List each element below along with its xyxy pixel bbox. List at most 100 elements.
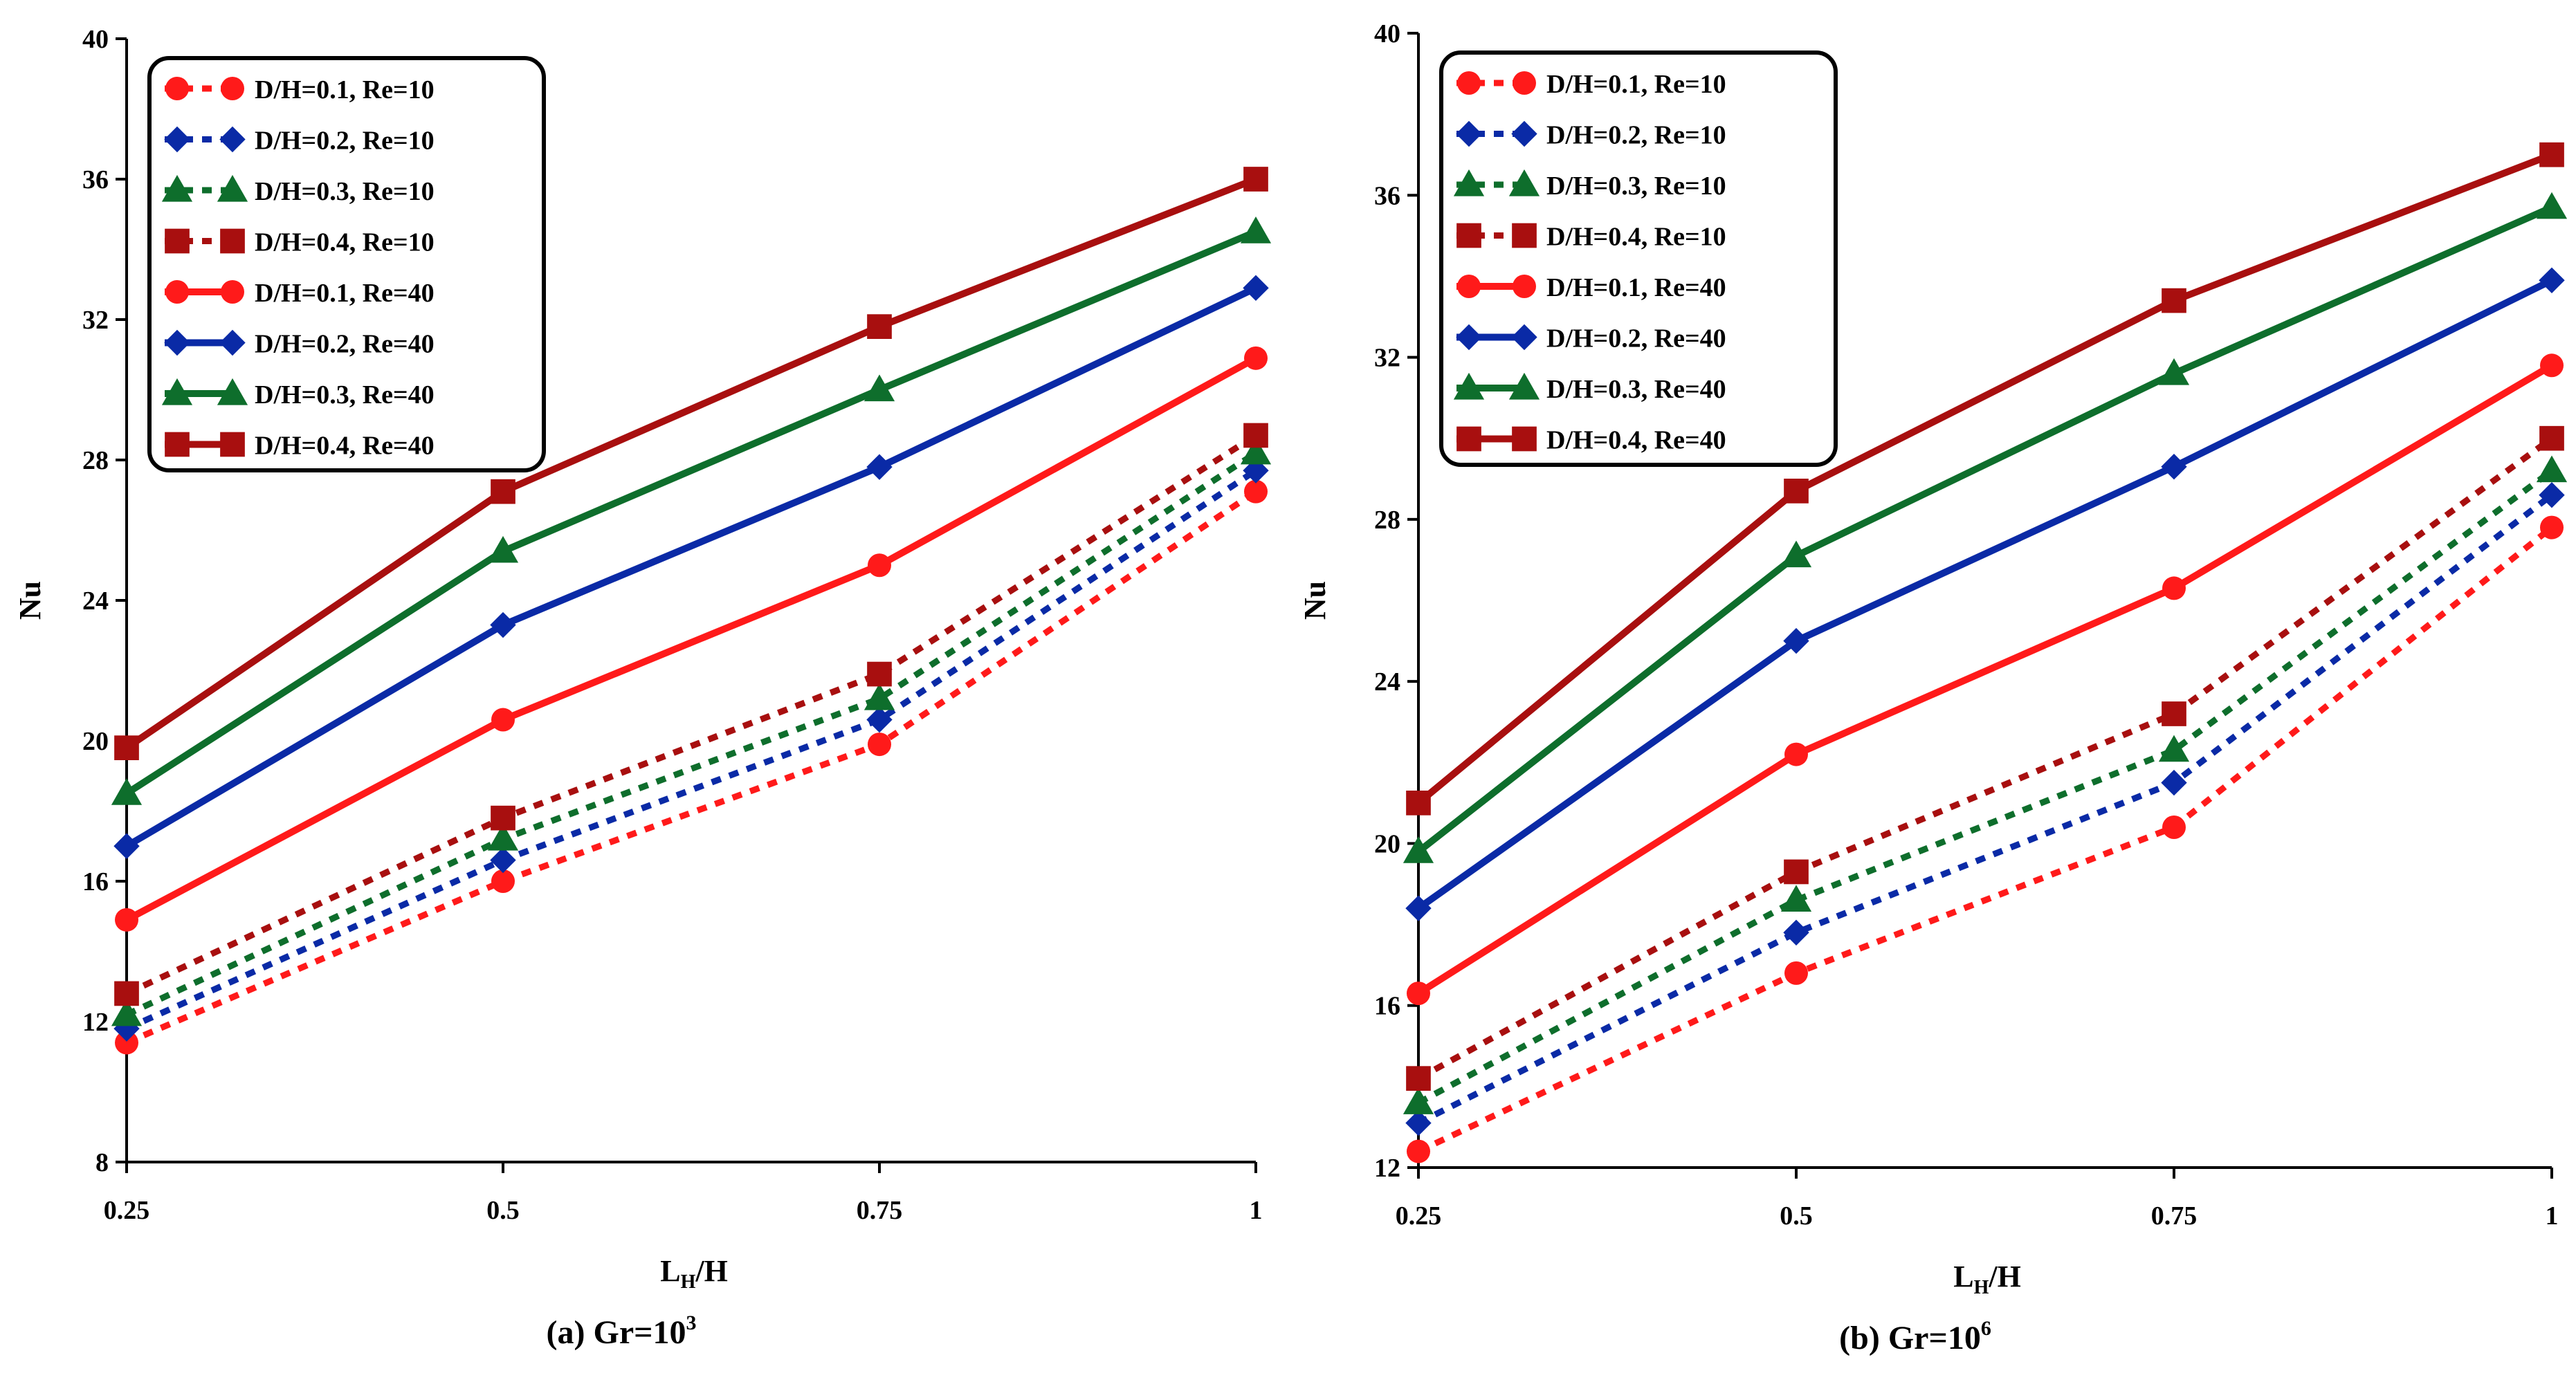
series-line — [1416, 436, 2554, 1082]
x-axis-label-subscript: H — [681, 1271, 696, 1293]
legend-entry: D/H=0.1, Re=40 — [1456, 273, 1726, 302]
series-7 — [111, 216, 1272, 805]
data-point-square — [491, 479, 515, 504]
legend-entry: D/H=0.1, Re=40 — [165, 279, 435, 308]
legend-marker-diamond — [1511, 120, 1537, 147]
legend-entry: D/H=0.4, Re=10 — [1456, 223, 1726, 252]
legend-label: D/H=0.2, Re=10 — [255, 127, 435, 156]
series-line — [125, 468, 1258, 1032]
series-line — [125, 228, 1257, 797]
x-tick-label: 1 — [2546, 1201, 2559, 1231]
data-point-square — [1406, 791, 1431, 815]
y-tick-label: 36 — [1374, 181, 1400, 210]
data-point-circle — [1784, 961, 1808, 985]
x-axis-label: LH/H — [1953, 1260, 2021, 1298]
legend-marker-square — [1512, 426, 1537, 452]
data-point-triangle — [2158, 358, 2190, 385]
y-tick-label: 16 — [1374, 992, 1400, 1021]
legend-marker-circle — [165, 77, 189, 100]
legend-marker-circle — [221, 77, 244, 100]
series-line — [1416, 277, 2554, 912]
series-line — [1416, 204, 2554, 855]
panel-title: (a) Gr=103 — [547, 1311, 697, 1351]
series-line — [1417, 525, 2554, 1154]
legend-marker-triangle — [1508, 169, 1540, 196]
x-tick-label: 0.25 — [1396, 1201, 1442, 1231]
legend-label: D/H=0.1, Re=40 — [1546, 273, 1726, 302]
data-point-diamond — [490, 847, 516, 874]
panel-title-main: (b) Gr=10 — [1839, 1320, 1981, 1356]
data-point-square — [1784, 479, 1809, 504]
x-tick-label: 0.5 — [1780, 1201, 1813, 1231]
panel-title-main: (a) Gr=10 — [547, 1314, 686, 1351]
data-point-diamond — [2539, 267, 2565, 293]
y-tick-label: 16 — [82, 867, 109, 896]
series-3 — [111, 437, 1272, 1026]
data-point-circle — [868, 553, 891, 578]
data-point-triangle — [111, 778, 143, 805]
y-axis-label: Nu — [13, 581, 47, 620]
legend-marker-diamond — [164, 329, 190, 356]
data-point-diamond — [1405, 895, 1432, 921]
legend-label: D/H=0.2, Re=10 — [1546, 121, 1726, 150]
series-5 — [1407, 353, 2564, 1006]
series-7 — [1403, 192, 2568, 863]
legend-entry: D/H=0.3, Re=40 — [161, 378, 435, 409]
y-tick-label: 20 — [1374, 829, 1400, 858]
legend-label: D/H=0.1, Re=10 — [1546, 70, 1726, 99]
legend-marker-circle — [1457, 275, 1481, 298]
data-point-circle — [115, 907, 138, 932]
x-axis-label-subscript: H — [1974, 1277, 1989, 1298]
y-tick-label: 8 — [95, 1148, 109, 1177]
x-axis-label-rest: /H — [1988, 1260, 2020, 1293]
legend-marker-diamond — [219, 329, 246, 356]
data-point-circle — [868, 732, 891, 757]
data-point-triangle — [1403, 836, 1434, 863]
legend-label: D/H=0.3, Re=40 — [1546, 375, 1726, 404]
series-line — [125, 450, 1258, 1017]
legend-marker-circle — [1513, 275, 1536, 298]
x-axis-label-main: L — [1953, 1260, 1973, 1293]
legend-entry: D/H=0.3, Re=40 — [1453, 372, 1726, 404]
data-point-square — [114, 981, 139, 1006]
legend-marker-square — [1512, 223, 1537, 248]
data-point-triangle — [1403, 1087, 1434, 1114]
series-1 — [1407, 515, 2564, 1163]
data-point-triangle — [1240, 437, 1272, 465]
legend-label: D/H=0.4, Re=10 — [1546, 223, 1726, 252]
legend-label: D/H=0.4, Re=40 — [1546, 426, 1726, 455]
legend-marker-circle — [221, 280, 244, 304]
data-point-diamond — [2539, 482, 2565, 508]
data-point-triangle — [1780, 540, 1812, 568]
legend-entry: D/H=0.1, Re=10 — [165, 75, 435, 104]
data-point-circle — [1244, 479, 1268, 504]
legend-marker-diamond — [1456, 324, 1482, 351]
series-2 — [1405, 482, 2565, 1136]
legend-marker-triangle — [161, 378, 193, 405]
y-tick-label: 24 — [1374, 667, 1400, 697]
data-point-triangle — [864, 683, 895, 710]
series-5 — [115, 346, 1268, 932]
legend-label: D/H=0.1, Re=10 — [255, 75, 435, 104]
data-point-circle — [2162, 815, 2186, 839]
series-4 — [114, 423, 1268, 1006]
x-axis-label-main: L — [660, 1254, 680, 1288]
legend: D/H=0.1, Re=10 D/H=0.2, Re=10 D/H=0.3, Re=… — [1439, 50, 1838, 467]
legend-label: D/H=0.1, Re=40 — [255, 279, 435, 308]
data-point-square — [1243, 423, 1268, 448]
data-point-diamond — [2161, 454, 2187, 480]
data-point-diamond — [866, 706, 893, 733]
data-point-circle — [491, 708, 515, 732]
legend-marker-square — [1456, 426, 1481, 452]
data-point-circle — [1407, 982, 1430, 1006]
series-line — [125, 432, 1258, 997]
y-tick-label: 40 — [82, 25, 109, 54]
series-line — [1416, 468, 2554, 1106]
legend-entry: D/H=0.4, Re=40 — [1456, 426, 1726, 455]
data-point-triangle — [1780, 885, 1812, 912]
legend-entry: D/H=0.4, Re=40 — [165, 432, 435, 461]
legend: D/H=0.1, Re=10 D/H=0.2, Re=10 D/H=0.3, Re=… — [147, 56, 546, 472]
legend-marker-diamond — [164, 126, 190, 153]
